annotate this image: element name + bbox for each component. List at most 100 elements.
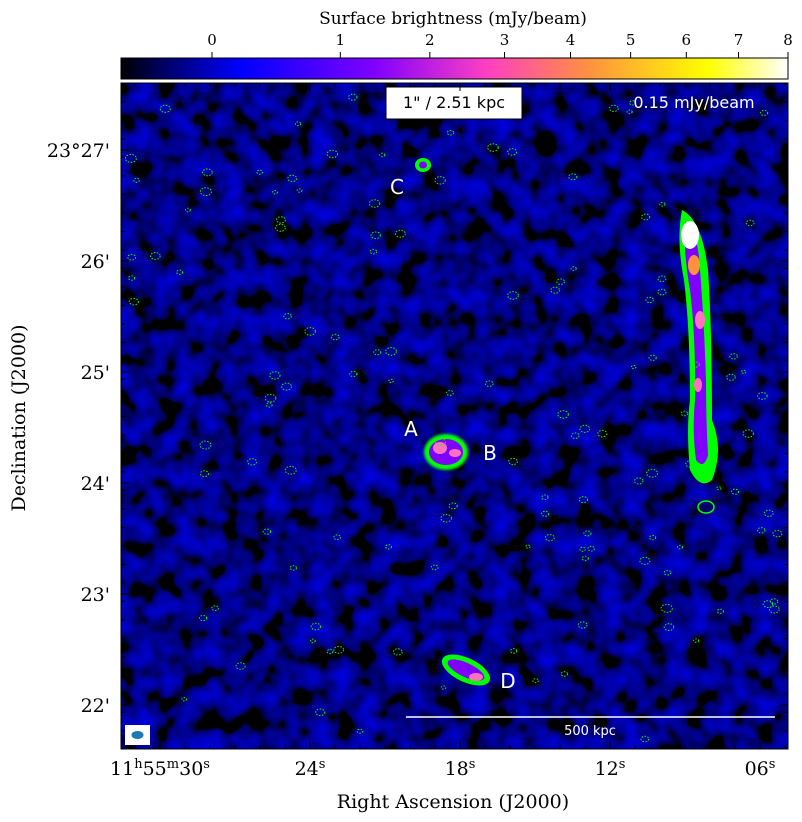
noise-speckle	[430, 564, 439, 571]
noise-speckle	[702, 265, 709, 270]
x-tick-label-part: 18	[445, 758, 469, 780]
noise-speckle	[385, 544, 393, 550]
noise-speckle	[568, 173, 578, 181]
colorbar-label: Surface brightness (mJy/beam)	[319, 9, 587, 29]
noise-speckle	[716, 486, 722, 491]
noise-speckle	[434, 437, 447, 446]
x-tick-label-part: h	[134, 757, 143, 772]
x-tick-label-part: 55	[143, 758, 167, 780]
noise-speckle	[762, 600, 774, 609]
x-tick-label-part: 30	[179, 758, 203, 780]
noise-speckle	[691, 361, 700, 368]
y-tick-label: 22'	[81, 695, 110, 717]
noise-speckle	[184, 207, 191, 213]
noise-speckle	[608, 104, 619, 112]
colorbar-tick-label: 5	[626, 31, 636, 49]
noise-speckle	[349, 370, 358, 378]
noise-speckle	[434, 176, 446, 185]
noise-speckle	[333, 534, 341, 541]
noise-speckle	[326, 648, 334, 655]
colorbar-tick-label: 4	[566, 31, 576, 49]
noise-speckle	[629, 100, 637, 106]
source-label-d: D	[500, 669, 515, 693]
noise-speckle	[745, 219, 755, 227]
source-c-emission	[415, 158, 431, 172]
noise-speckle	[726, 373, 736, 381]
x-axis-label: Right Ascension (J2000)	[337, 791, 569, 813]
noise-speckle	[392, 648, 403, 656]
source-label-a: A	[404, 417, 418, 441]
x-tick-label-part: s	[769, 757, 776, 772]
noise-speckle	[370, 231, 381, 240]
image-panel: 1" / 2.51 kpc 0.15 mJy/beam A B C D 500 …	[120, 82, 789, 750]
x-tick-label-part: m	[167, 757, 179, 772]
x-tick-label-part: 11	[110, 758, 134, 780]
noise-speckle	[309, 638, 316, 644]
noise-speckle	[133, 177, 140, 183]
noise-speckle	[199, 470, 210, 478]
noise-speckle	[768, 605, 780, 614]
colorbar-tick-label: 6	[682, 31, 692, 49]
noise-speckle	[262, 528, 272, 535]
noise-speckle	[507, 291, 519, 300]
noise-speckle	[649, 534, 657, 541]
noise-speckle	[484, 380, 494, 387]
x-tick-label: 06s	[745, 757, 776, 780]
noise-speckle	[385, 347, 397, 356]
noise-speckle	[124, 153, 137, 163]
noise-speckle	[640, 735, 650, 743]
noise-speckle	[440, 513, 453, 523]
x-tick-label-part: s	[469, 757, 476, 772]
noise-speckle	[570, 266, 577, 271]
noise-speckle	[544, 533, 555, 542]
noise-speckle	[127, 253, 137, 261]
x-tick-label-part: 24	[295, 758, 319, 780]
noise-speckle	[510, 648, 518, 654]
noise-speckle	[645, 468, 659, 478]
noise-speckle	[645, 296, 654, 304]
x-tick-label: 12s	[595, 757, 626, 780]
noise-speckle	[633, 477, 644, 485]
noise-speckle	[284, 465, 297, 475]
noise-speckle	[247, 458, 258, 466]
noise-speckle	[507, 148, 518, 156]
noise-speckle	[256, 169, 264, 175]
noise-speckle	[731, 488, 740, 495]
noise-speckle	[315, 708, 326, 717]
y-tick-label: 24'	[81, 473, 110, 495]
colorbar-ticks: 0 1 2 3 4 5 6 7 8	[207, 31, 793, 58]
noise-speckle	[659, 201, 666, 207]
noise-speckle	[663, 569, 672, 576]
noise-speckle	[159, 104, 171, 113]
noise-speckle	[199, 440, 212, 450]
noise-speckle	[587, 545, 596, 552]
noise-speckle	[660, 603, 673, 613]
noise-speckle	[640, 213, 651, 221]
noise-speckle	[368, 199, 381, 208]
noise-speckle	[648, 354, 657, 361]
noise-speckle	[394, 229, 406, 238]
noise-speckle	[680, 410, 689, 417]
x-tick-label-part: s	[319, 757, 326, 772]
noise-speckle	[581, 555, 589, 562]
colorbar-tick-label: 8	[783, 31, 793, 49]
noise-speckle	[356, 728, 364, 734]
noise-speckle	[446, 390, 454, 396]
noise-speckle	[181, 697, 188, 702]
noise-speckle	[729, 353, 738, 360]
noise-speckle	[570, 432, 580, 439]
x-tick-label-part: s	[619, 757, 626, 772]
source-label-c: C	[390, 175, 404, 199]
noise-speckles	[124, 93, 783, 743]
noise-speckle	[657, 288, 667, 296]
noise-speckle	[525, 544, 531, 549]
noise-speckle	[202, 168, 213, 177]
y-tick-label: 23'	[81, 584, 110, 606]
noise-speckle	[757, 527, 766, 534]
noise-speckle	[388, 378, 394, 384]
noise-speckle	[583, 530, 592, 537]
noise-speckle	[657, 275, 667, 283]
colorbar-tick-label: 0	[207, 31, 217, 49]
colorbar-tick-label: 7	[734, 31, 744, 49]
